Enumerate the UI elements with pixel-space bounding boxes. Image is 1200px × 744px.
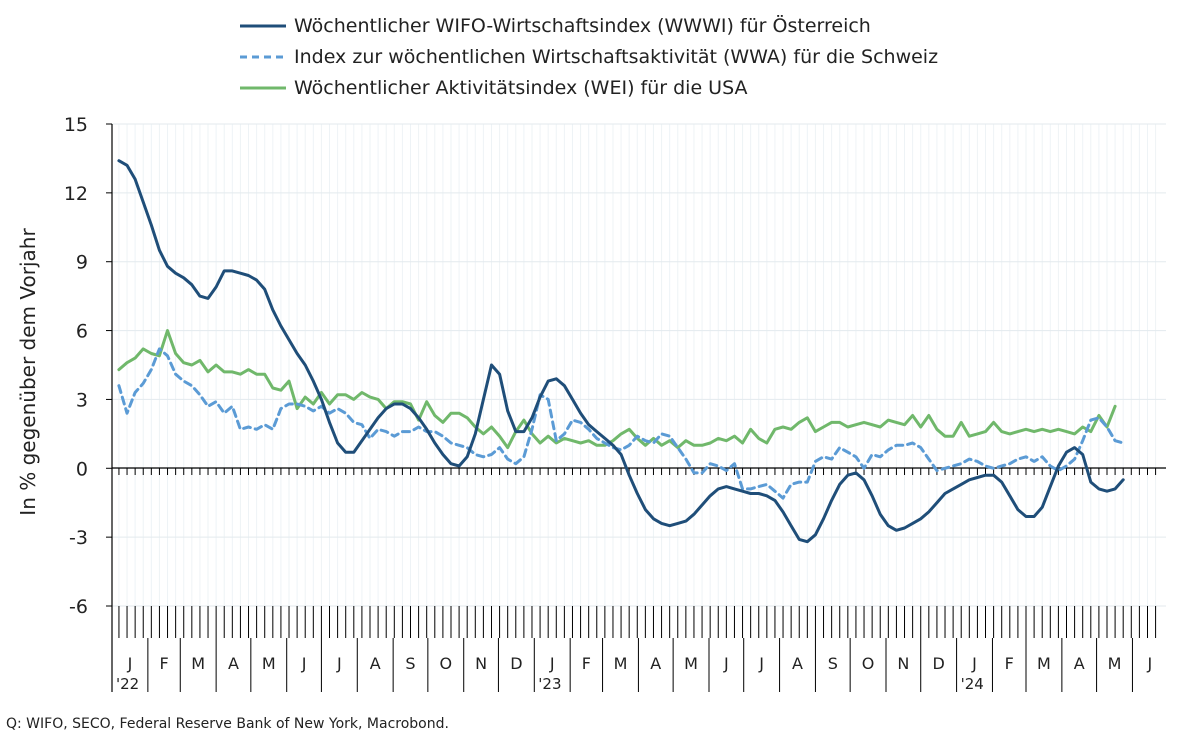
y-tick-label: -3: [69, 527, 88, 549]
x-month-label: A: [1074, 654, 1085, 673]
x-month-label: J: [127, 654, 133, 673]
legend-label-austria: Wöchentlicher WIFO-Wirtschaftsindex (WWW…: [294, 14, 871, 37]
x-month-label: O: [862, 654, 875, 673]
y-tick-label: 12: [64, 183, 88, 205]
legend-label-switzerland: Index zur wöchentlichen Wirtschaftsaktiv…: [294, 45, 939, 68]
x-month-label: F: [1005, 654, 1014, 673]
x-month-label: M: [614, 654, 628, 673]
legend-item-usa: Wöchentlicher Aktivitätsindex (WEI) für …: [240, 72, 938, 103]
source-note: Q: WIFO, SECO, Federal Reserve Bank of N…: [6, 716, 449, 732]
x-year-label: '24: [961, 675, 984, 693]
x-month-label: S: [828, 654, 838, 673]
x-month-label: A: [228, 654, 239, 673]
x-month-label: M: [191, 654, 205, 673]
x-month-label: J: [336, 654, 342, 673]
legend-item-switzerland: Index zur wöchentlichen Wirtschaftsaktiv…: [240, 41, 938, 72]
y-tick-label: -6: [69, 596, 88, 618]
legend-label-usa: Wöchentlicher Aktivitätsindex (WEI) für …: [294, 76, 748, 99]
x-month-label: J: [1146, 654, 1152, 673]
x-year-label: '23: [538, 675, 561, 693]
x-month-label: O: [439, 654, 452, 673]
x-month-label: F: [159, 654, 168, 673]
x-month-label: M: [262, 654, 276, 673]
x-month-label: M: [1037, 654, 1051, 673]
x-month-label: D: [932, 654, 944, 673]
x-month-label: J: [549, 654, 555, 673]
x-month-label: F: [582, 654, 591, 673]
x-month-label: J: [301, 654, 307, 673]
series-line-usa: [117, 329, 1117, 450]
y-tick-label: 0: [76, 458, 88, 480]
x-month-label: J: [723, 654, 729, 673]
legend-swatch-dashed-light-blue: [240, 55, 286, 58]
legend-swatch-solid-dark-blue: [240, 24, 286, 27]
y-tick-label: 9: [76, 252, 88, 274]
x-month-label: D: [510, 654, 522, 673]
y-tick-label: 6: [76, 321, 88, 343]
x-month-label: A: [792, 654, 803, 673]
x-month-label: A: [650, 654, 661, 673]
y-tick-label: 3: [76, 389, 88, 411]
legend-swatch-solid-green: [240, 86, 286, 89]
x-year-label: '22: [116, 675, 139, 693]
series-line-austria: [117, 159, 1125, 544]
legend: Wöchentlicher WIFO-Wirtschaftsindex (WWW…: [240, 10, 938, 103]
series-line-switzerland: [117, 347, 1125, 500]
x-month-label: M: [684, 654, 698, 673]
x-month-label: S: [405, 654, 415, 673]
legend-item-austria: Wöchentlicher WIFO-Wirtschaftsindex (WWW…: [240, 10, 938, 41]
x-month-label: N: [897, 654, 909, 673]
x-month-label: A: [370, 654, 381, 673]
x-month-label: M: [1108, 654, 1122, 673]
x-month-label: J: [971, 654, 977, 673]
y-tick-label: 15: [64, 114, 88, 136]
x-month-label: J: [758, 654, 764, 673]
x-month-label: N: [475, 654, 487, 673]
